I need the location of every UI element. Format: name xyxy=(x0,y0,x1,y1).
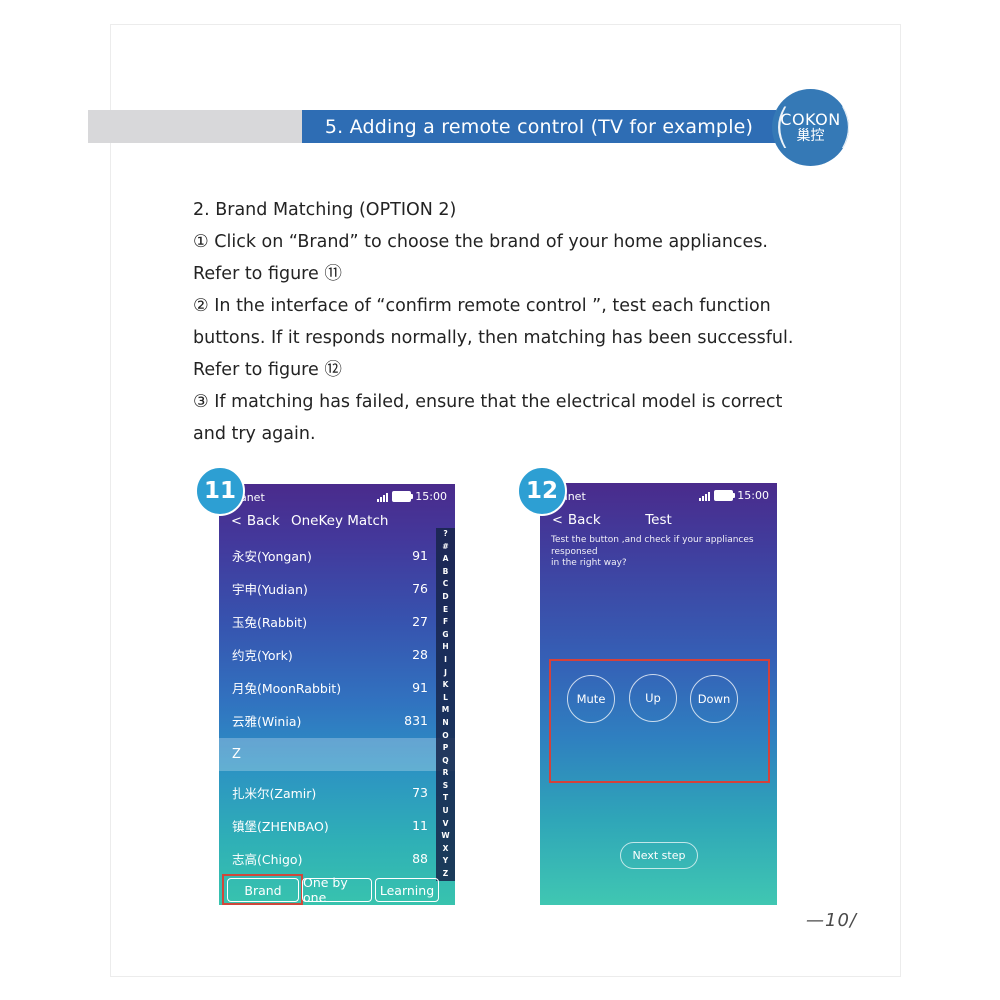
battery-icon xyxy=(392,491,414,502)
clock: 15:00 xyxy=(737,489,769,502)
chevron-left-icon: < xyxy=(552,513,563,528)
brand-row[interactable]: 玉兔(Rabbit) 27 xyxy=(232,613,428,630)
figure-11-phone-screenshot: nanet 15:00 < Back OneKey Match 永安(Yongan… xyxy=(219,484,455,905)
mute-button[interactable]: Mute xyxy=(567,675,615,723)
down-button[interactable]: Down xyxy=(690,675,738,723)
section-title: 5. Adding a remote control (TV for examp… xyxy=(324,115,754,138)
brand-row[interactable]: 云雅(Winia) 831 xyxy=(232,712,428,729)
signal-icon xyxy=(377,492,389,502)
logo-text: COKON xyxy=(780,110,841,129)
chevron-left-icon: < xyxy=(231,514,242,529)
back-button[interactable]: < Back xyxy=(231,513,280,529)
brand-row[interactable]: 约克(York) 28 xyxy=(232,646,428,663)
brand-row[interactable]: 志高(Chigo) 88 xyxy=(232,850,428,867)
instruction-line: ③ If matching has failed, ensure that th… xyxy=(193,392,783,412)
nav-bar: < Back OneKey Match xyxy=(219,510,455,536)
header-gray-bar xyxy=(88,110,302,143)
instruction-line: Refer to figure ⑪ xyxy=(193,264,342,284)
logo-paren-right-icon: ) xyxy=(837,98,849,152)
clock: 15:00 xyxy=(415,490,447,503)
figure-12-badge: 12 xyxy=(517,466,567,516)
tab-learning[interactable]: Learning xyxy=(375,878,439,902)
instruction-line: ② In the interface of “confirm remote co… xyxy=(193,296,771,316)
instruction-line: Refer to figure ⑫ xyxy=(193,360,342,380)
page-number: —10/ xyxy=(806,910,857,931)
status-bar: nanet 15:00 xyxy=(540,483,777,509)
next-step-button[interactable]: Next step xyxy=(620,842,698,869)
screen-title: Test xyxy=(645,512,672,528)
brand-row[interactable]: 宇申(Yudian) 76 xyxy=(232,580,428,597)
screen-title: OneKey Match xyxy=(291,513,389,529)
alphabet-index[interactable]: ? # A B C D E F G H I J K L M N O P Q R … xyxy=(436,528,455,881)
logo-text-cn: 巢控 xyxy=(796,128,825,144)
tab-one-by-one[interactable]: One by one xyxy=(302,875,372,905)
brand-row[interactable]: 扎米尔(Zamir) 73 xyxy=(232,784,428,801)
instructions: 2. Brand Matching (OPTION 2) ① Click on … xyxy=(193,197,883,453)
up-button[interactable]: Up xyxy=(629,674,677,722)
tab-brand[interactable]: Brand xyxy=(227,878,299,902)
instruction-line: and try again. xyxy=(193,424,316,444)
figure-11-number: 11 xyxy=(203,478,236,504)
section-header-z: Z xyxy=(219,738,455,771)
battery-icon xyxy=(714,490,736,501)
nav-bar: < Back Test xyxy=(540,509,777,535)
brand-row[interactable]: 月兔(MoonRabbit) 91 xyxy=(232,679,428,696)
signal-icon xyxy=(699,491,711,501)
instruction-line: buttons. If it responds normally, then m… xyxy=(193,328,794,348)
section-title-bar: 5. Adding a remote control (TV for examp… xyxy=(302,110,776,143)
figure-11-badge: 11 xyxy=(195,466,245,516)
cokon-logo: ( COKON 巢控 ) xyxy=(772,89,849,166)
test-buttons-highlight xyxy=(549,659,770,783)
test-hint-text: Test the button ,and check if your appli… xyxy=(551,535,754,568)
instruction-line: 2. Brand Matching (OPTION 2) xyxy=(193,200,457,220)
brand-row[interactable]: 镇堡(ZHENBAO) 11 xyxy=(232,817,428,834)
back-button[interactable]: < Back xyxy=(552,512,601,528)
figure-12-number: 12 xyxy=(525,478,558,504)
instruction-line: ① Click on “Brand” to choose the brand o… xyxy=(193,232,768,252)
status-bar: nanet 15:00 xyxy=(219,484,455,510)
logo-paren-left-icon: ( xyxy=(773,98,791,153)
figure-12-phone-screenshot: nanet 15:00 < Back Test Test the button ,… xyxy=(540,483,777,905)
brand-row[interactable]: 永安(Yongan) 91 xyxy=(232,547,428,564)
